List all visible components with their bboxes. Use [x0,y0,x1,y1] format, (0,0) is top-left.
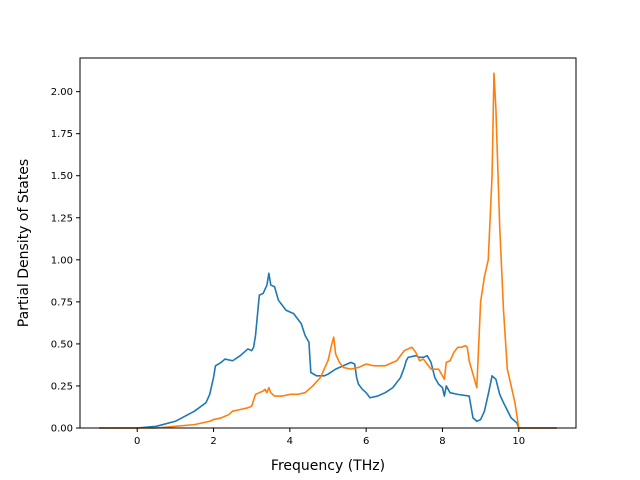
y-tick-label: 1.25 [51,213,73,224]
y-axis-ticks: 0.00 0.25 0.50 0.75 1.00 1.25 1.50 1.75 2.00 [51,87,80,435]
y-tick-label: 1.00 [51,255,73,266]
y-tick-label: 1.50 [51,171,73,182]
x-tick-label: 0 [134,436,140,447]
x-tick-label: 8 [439,436,445,447]
y-tick-label: 0.00 [51,424,73,435]
plot-area-frame [79,57,577,429]
y-tick-label: 0.25 [51,381,73,392]
y-axis-label: Partial Density of States [16,159,32,327]
x-tick-label: 6 [363,436,369,447]
x-tick-label: 2 [210,436,216,447]
y-tick-label: 0.75 [51,297,73,308]
y-tick-label: 1.75 [51,129,73,140]
x-axis-ticks: 0 2 4 6 8 10 [134,428,525,447]
series-layer [99,72,557,429]
x-tick-label: 10 [512,436,525,447]
y-tick-label: 0.50 [51,339,73,350]
series-line-2 [99,72,557,429]
x-tick-label: 4 [287,436,293,447]
y-tick-label: 2.00 [51,87,73,98]
series-line-1 [99,272,557,429]
x-axis-label: Frequency (THz) [271,458,385,474]
